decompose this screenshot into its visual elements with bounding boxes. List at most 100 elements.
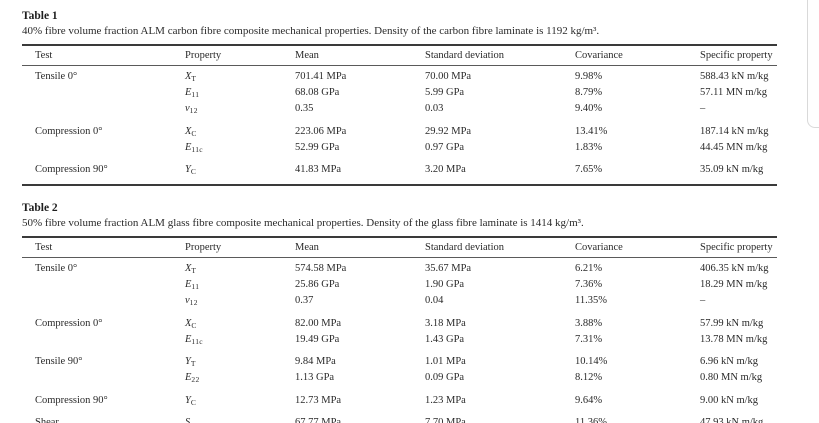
table-1-block: Table 1 40% fibre volume fraction ALM ca… [22, 10, 777, 186]
property-symbol: E [185, 279, 192, 290]
property-cell: XC [185, 310, 295, 333]
specific-property-cell: 57.99 kN m/kg [700, 317, 764, 329]
test-cell [22, 102, 185, 118]
covariance-cell: 3.88% [575, 317, 603, 329]
table-row: ν12 0.35 0.03 9.40% – [22, 102, 777, 118]
property-subscript: T [190, 359, 196, 368]
table-row: E11c 19.49 GPa 1.43 GPa 7.31% 13.78 MN m/kg [22, 332, 777, 348]
standard-deviation-cell: 3.18 MPa [425, 317, 466, 329]
covariance-cell: 7.65% [575, 164, 603, 175]
test-cell [22, 294, 185, 310]
property-symbol: X [185, 317, 192, 329]
test-cell: Compression 0° [35, 317, 103, 329]
property-cell: ν12 [185, 102, 295, 118]
specific-property-cell: 187.14 kN m/kg [700, 125, 769, 137]
property-symbol: Y [185, 164, 191, 175]
table-1: Test Property Mean Standard deviation Co… [22, 44, 777, 186]
column-header-covariance: Covariance [575, 236, 700, 258]
column-header-standard-deviation: Standard deviation [425, 44, 575, 66]
table-1-body: Tensile 0° XT 701.41 MPa 70.00 MPa 9.98% 588.… [22, 66, 777, 186]
mean-cell: 574.58 MPa [295, 263, 347, 274]
standard-deviation-cell: 3.20 MPa [425, 164, 466, 175]
covariance-cell: 6.21% [575, 263, 603, 274]
column-header-standard-deviation: Standard deviation [425, 236, 575, 258]
property-subscript: 11 [191, 282, 200, 291]
column-header-specific-property: Specific property [700, 236, 777, 258]
specific-property-cell: 57.11 MN m/kg [700, 87, 767, 98]
property-symbol: X [185, 71, 192, 82]
covariance-cell: 9.64% [575, 394, 603, 406]
table-2-caption: 50% fibre volume fraction ALM glass fibr… [22, 217, 584, 229]
column-header-mean: Mean [295, 236, 425, 258]
property-cell: YT [185, 348, 295, 371]
property-subscript: 11c [191, 144, 203, 154]
table-row: E11c 52.99 GPa 0.97 GPa 1.83% 44.45 MN m/kg [22, 140, 777, 156]
mean-cell: 223.06 MPa [295, 125, 347, 137]
mean-cell: 12.73 MPa [295, 394, 342, 406]
test-cell: Shear [35, 417, 59, 423]
test-cell [22, 278, 185, 294]
table-row: Compression 0° XC 223.06 MPa 29.92 MPa 13.41… [22, 118, 777, 141]
property-cell: XT [185, 66, 295, 86]
property-symbol: E [185, 333, 192, 345]
test-cell: Compression 0° [35, 125, 103, 137]
table-1-caption: 40% fibre volume fraction ALM carbon fib… [22, 25, 600, 37]
test-cell [22, 332, 185, 348]
property-cell: ν12 [185, 294, 295, 310]
property-symbol: E [185, 87, 192, 98]
property-subscript: C [190, 167, 197, 176]
table-row: ν12 0.37 0.04 11.35% – [22, 294, 777, 310]
covariance-cell: 8.79% [575, 87, 603, 98]
column-header-test: Test [22, 44, 185, 66]
property-subscript: C [190, 397, 197, 407]
specific-property-cell: – [700, 103, 706, 114]
mean-cell: 19.49 GPa [295, 333, 340, 345]
test-cell: Compression 90° [35, 164, 108, 175]
covariance-cell: 1.83% [575, 141, 603, 153]
property-symbol: X [185, 263, 192, 274]
covariance-cell: 10.14% [575, 356, 608, 367]
specific-property-cell: 9.00 kN m/kg [700, 394, 759, 406]
column-header-property: Property [185, 44, 295, 66]
property-cell: E11c [185, 332, 295, 348]
property-cell: XT [185, 258, 295, 278]
table-row: E11 68.08 GPa 5.99 GPa 8.79% 57.11 MN m/kg [22, 86, 777, 102]
property-cell: E22 [185, 371, 295, 387]
mean-cell: 41.83 MPa [295, 164, 342, 175]
property-subscript: 11 [191, 90, 200, 99]
standard-deviation-cell: 5.99 GPa [425, 87, 465, 98]
specific-property-cell: 44.45 MN m/kg [700, 141, 768, 153]
table-row: Shear S 67.77 MPa 7.70 MPa 11.36% 47.93 kN m/… [22, 409, 777, 423]
property-subscript: 22 [191, 375, 200, 384]
covariance-cell: 7.36% [575, 279, 603, 290]
column-header-property: Property [185, 236, 295, 258]
mean-cell: 701.41 MPa [295, 71, 347, 82]
property-cell: E11 [185, 278, 295, 294]
specific-property-cell: 0.80 MN m/kg [700, 372, 763, 383]
property-symbol: ν [185, 103, 190, 114]
table-row: Tensile 90° YT 9.84 MPa 1.01 MPa 10.14% 6.96 … [22, 348, 777, 371]
property-subscript: 12 [189, 298, 198, 307]
standard-deviation-cell: 35.67 MPa [425, 263, 472, 274]
property-subscript: 11c [191, 336, 203, 346]
property-cell: E11c [185, 140, 295, 156]
property-subscript: T [191, 74, 197, 83]
property-subscript: 12 [189, 106, 198, 115]
mean-cell: 9.84 MPa [295, 356, 336, 367]
test-cell: Tensile 0° [35, 71, 78, 82]
test-cell: Tensile 0° [35, 263, 78, 274]
test-cell: Tensile 90° [35, 356, 83, 367]
property-cell: XC [185, 118, 295, 141]
table-2-body: Tensile 0° XT 574.58 MPa 35.67 MPa 6.21% 406.… [22, 258, 777, 423]
mean-cell: 1.13 GPa [295, 372, 335, 383]
standard-deviation-cell: 70.00 MPa [425, 71, 472, 82]
mean-cell: 67.77 MPa [295, 417, 342, 423]
covariance-cell: 11.36% [575, 417, 607, 423]
test-cell [22, 140, 185, 156]
mean-cell: 25.86 GPa [295, 279, 340, 290]
property-cell: S [185, 409, 295, 423]
mean-cell: 0.37 [295, 295, 314, 306]
specific-property-cell: 35.09 kN m/kg [700, 164, 764, 175]
mean-cell: 0.35 [295, 103, 314, 114]
table-row: Compression 90° YC 41.83 MPa 3.20 MPa 7.65% 3… [22, 156, 777, 185]
